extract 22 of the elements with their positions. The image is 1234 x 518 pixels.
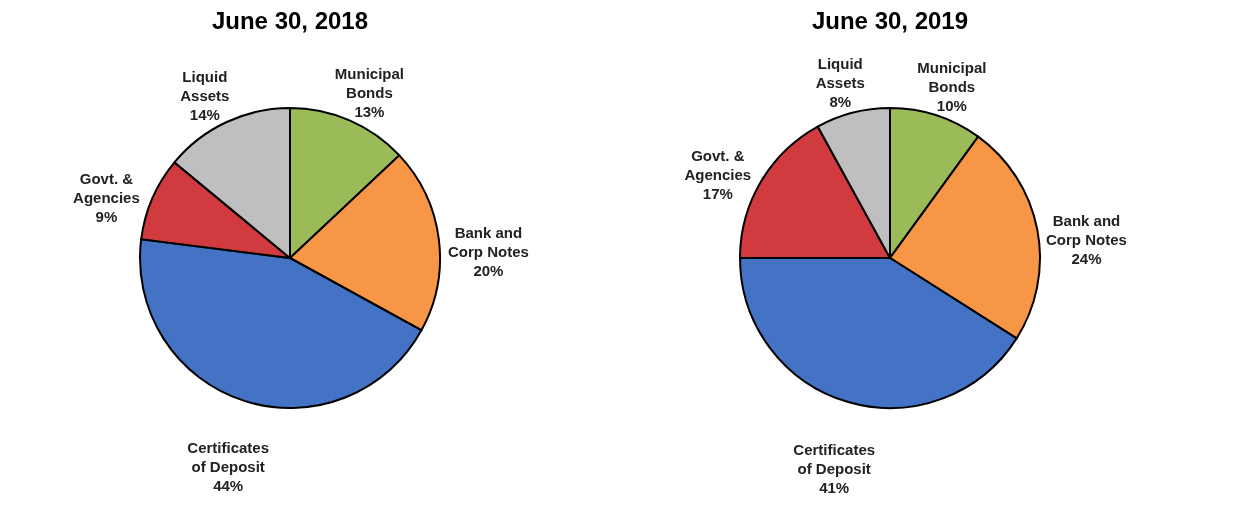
chart-title: June 30, 2018 (211, 7, 369, 34)
data-label: 44% (213, 477, 244, 495)
slice-label: Liquid Assets (815, 55, 865, 92)
data-label: 13% (354, 103, 385, 121)
slice-label: Govt. & Agencies (684, 147, 752, 184)
data-label: 9% (95, 207, 118, 225)
data-label: 10% (936, 96, 967, 114)
data-label: 24% (1071, 249, 1102, 267)
slice-label: Bank and Corp Notes (448, 223, 529, 260)
slice-label: Municipal Bonds (917, 58, 987, 95)
slice-label: Certificates of Deposit (187, 439, 270, 476)
data-label: 41% (819, 479, 850, 497)
slice-label: Liquid Assets (180, 68, 230, 105)
slice-label: Certificates of Deposit (793, 441, 876, 478)
slice-label: Municipal Bonds (334, 65, 405, 102)
data-label: 8% (829, 93, 852, 111)
data-label: 20% (473, 261, 504, 279)
data-label: 14% (189, 106, 220, 124)
data-label: 17% (702, 185, 733, 203)
chart-title: June 30, 2019 (811, 7, 969, 34)
slice-label: Govt. & Agencies (73, 169, 140, 206)
slice-label: Bank and Corp Notes (1046, 211, 1127, 248)
